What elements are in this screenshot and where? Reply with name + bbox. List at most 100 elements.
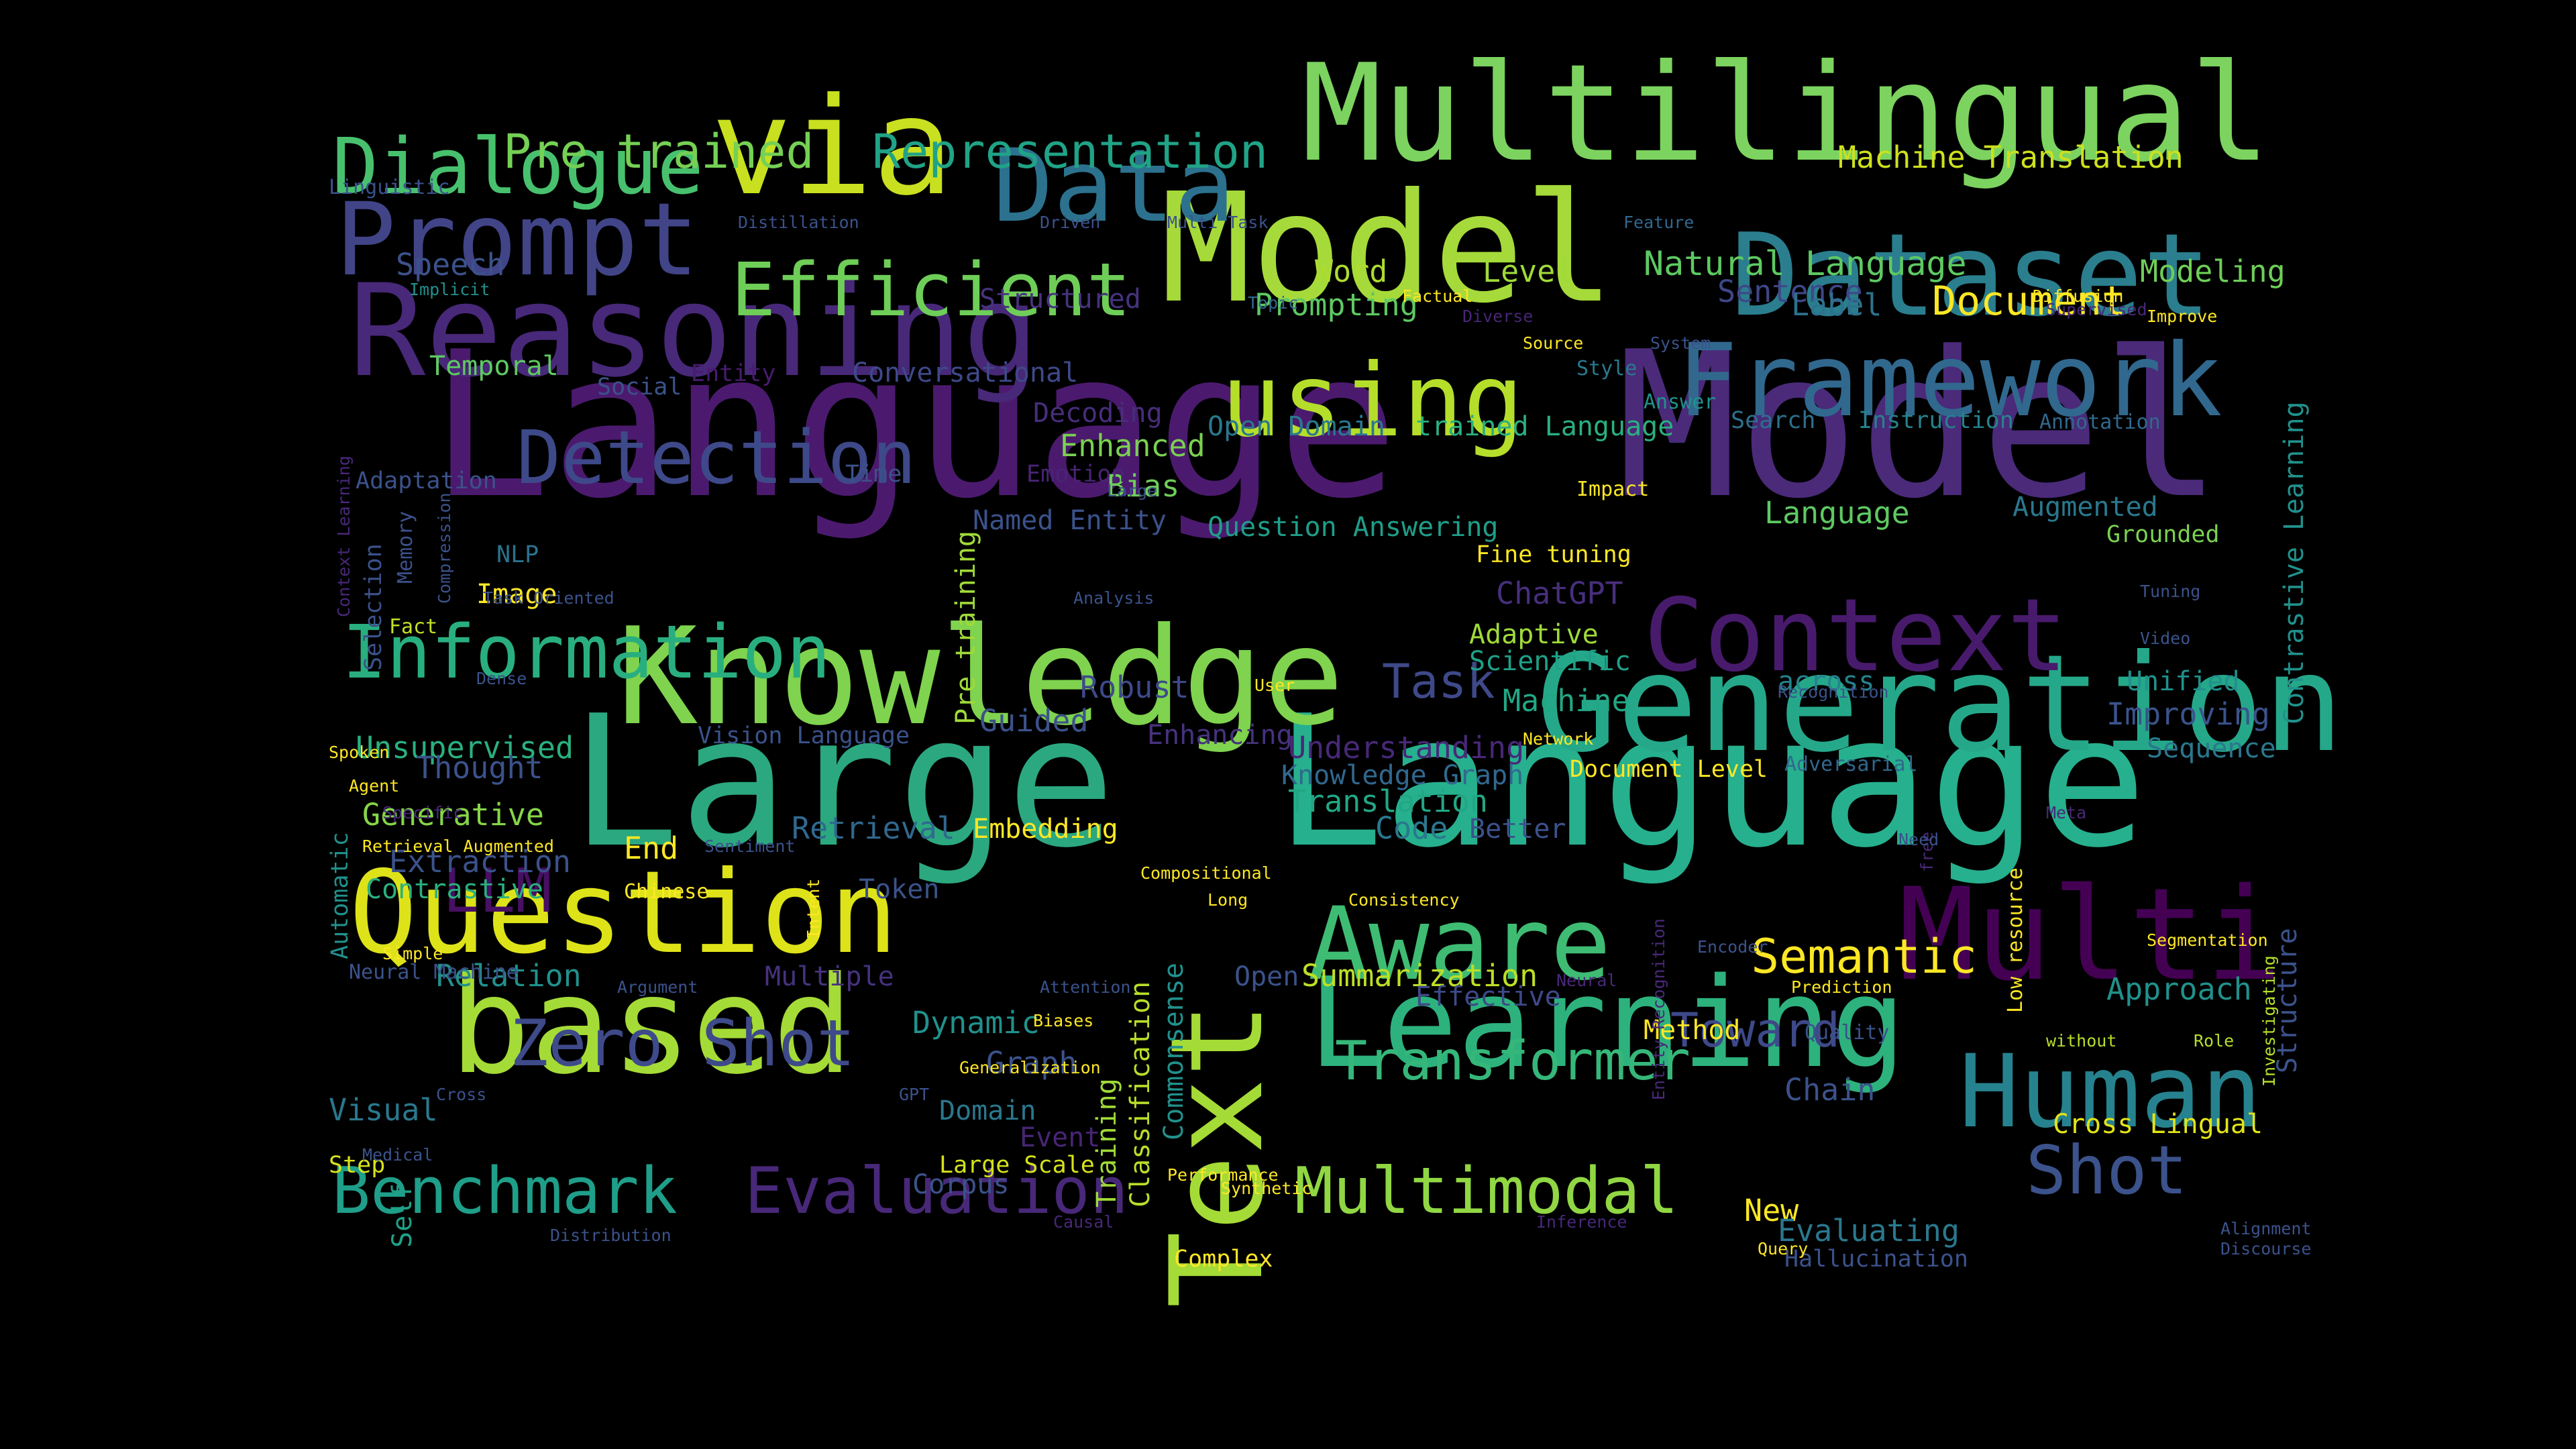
word-effective: Effective [1415,981,1561,1012]
word-distribution: Distribution [550,1225,672,1245]
word-query: Query [1758,1238,1809,1258]
word-natural-language: Natural Language [1644,244,1967,283]
word-prompt: Prompt [335,181,699,299]
word-image: Image [476,579,557,610]
word-evaluation: Evaluation [745,1155,1128,1229]
word-enhanced: Enhanced [1060,427,1205,464]
word-model: Model [1161,160,1615,337]
word-domain: Domain [939,1095,1036,1126]
word-adversarial: Adversarial [1784,752,1918,776]
word-via: via [711,69,954,225]
word-dynamic: Dynamic [912,1004,1040,1040]
word-shot: Shot [2026,1131,2188,1210]
word-data: Data [993,127,1236,245]
word-information: Information [342,608,831,695]
word-without: without [2046,1030,2117,1051]
word-fact: Fact [389,614,438,639]
word-code: Code [1375,810,1448,846]
word-context: Context [1644,577,2068,694]
word-token: Token [859,874,940,905]
word-large: Large [1107,480,1158,500]
word-encoder: Encoder [1697,936,1768,957]
word-event: Event [1020,1122,1101,1153]
word-machine: Machine [1503,682,1630,718]
word-improve: Improve [2147,306,2218,326]
word-knowledge: Knowledge [617,599,1344,755]
word-diverse: Diverse [1462,306,1534,326]
word-medical: Medical [362,1144,433,1165]
word-chatgpt: ChatGPT [1496,575,1623,611]
word-chain: Chain [1784,1071,1876,1108]
word-large-scale: Large Scale [939,1152,1095,1179]
word-unified: Unified [2127,666,2240,697]
word-time: Time [845,461,902,488]
word-model: Model [1617,309,2223,543]
word-gpt: GPT [899,1084,930,1104]
word-open-domain: Open Domain [1208,411,1385,442]
word-evaluating: Evaluating [1778,1212,1960,1248]
word-dialogue: Dialogue [332,122,704,213]
word-chinese: Chinese [624,879,709,904]
word-sentence: Sentence [1717,273,1863,309]
word-agent: Agent [349,775,400,796]
word-implicit: Implicit [409,279,490,299]
word-causal: Causal [1053,1212,1114,1232]
word-language: Language [1764,494,1910,531]
word-neural: Neural [1556,970,1617,990]
word-emotion: Emotion [1026,461,1126,488]
word-summarization: Summarization [1301,957,1538,994]
word-transformer: Transformer [1335,1030,1690,1092]
word-efficient: Efficient [731,246,1132,333]
word-enhancing: Enhancing [1147,720,1293,751]
word-adaptive: Adaptive [1469,619,1599,650]
word-tuning: Tuning [2140,581,2201,601]
word-consistency: Consistency [1348,890,1460,910]
word-language: Language [429,309,1399,543]
word-semantic: Semantic [1751,928,1978,984]
word-better: Better [1469,814,1566,845]
word-spoken: Spoken [329,742,390,762]
word-decoding: Decoding [1033,398,1163,429]
word-performance: Performance [1167,1165,1279,1185]
word-trained-language: trained Language [1415,411,1674,442]
word-across: across [1778,666,1875,697]
word-diffusion: Diffusion [2033,286,2124,306]
word-word: Word [1315,253,1388,289]
word-contrastive: Contrastive [366,874,543,905]
word-role: Role [2194,1030,2235,1051]
word-thought: Thought [416,749,543,786]
word-self: Self [387,1183,418,1248]
word-entity: Entity [691,360,776,388]
word-training: Training [1091,1078,1122,1208]
word-fine-tuning: Fine tuning [1476,541,1631,569]
word-detection: Detection [517,414,917,500]
word-discourse: Discourse [2220,1238,2312,1258]
word-bias: Bias [1107,468,1180,504]
word-understanding: Understanding [1288,729,1525,765]
word-instruction: Instruction [1858,407,2014,435]
word-multimodal: Multimodal [1295,1155,1678,1229]
word-system: System [1650,333,1711,353]
word-analysis: Analysis [1073,588,1155,608]
word-cross: Cross [436,1084,487,1104]
word-impact: Impact [1576,477,1650,501]
word-need: Need [1898,829,1939,849]
word-contrastive-learning: Contrastive Learning [2279,401,2310,724]
word-prompting: Prompting [1254,286,1418,323]
word-scientific: Scientific [1469,646,1631,677]
word-selection: Selection [360,543,387,671]
word-attention: Attention [1040,977,1131,997]
word-learning: Learning [1308,950,1907,1095]
word-toward: Toward [1670,1002,1840,1058]
word-user: User [1254,675,1295,695]
word-generalization: Generalization [959,1057,1101,1077]
word-pre-training: Pre training [951,531,981,724]
word-specific: Specific [382,802,464,822]
word-long: Long [1208,890,1248,910]
word-graph: Graph [986,1044,1077,1081]
word-machine-translation: Machine Translation [1838,139,2184,175]
word-grounded: Grounded [2106,521,2220,549]
word-commonsense: Commonsense [1159,963,1189,1140]
word-aware: Aware [1308,885,1611,1003]
